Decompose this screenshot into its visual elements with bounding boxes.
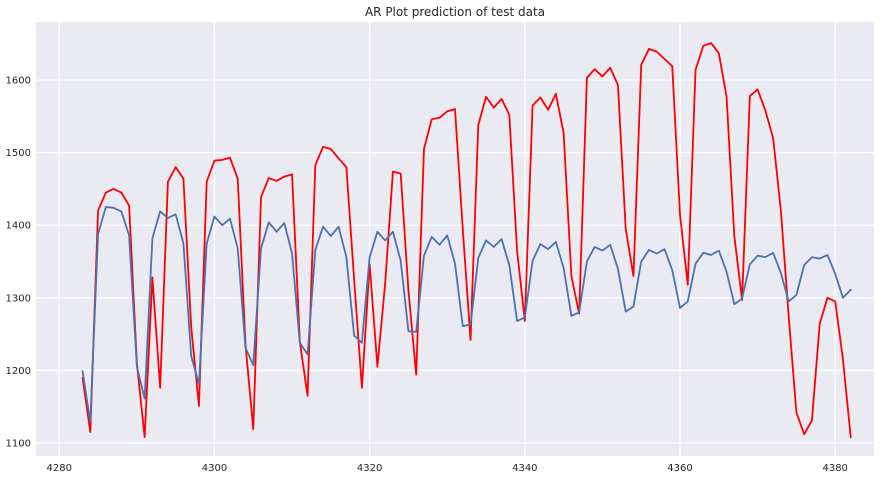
series-line-1 bbox=[81, 42, 852, 439]
y-tick-label: 1500 bbox=[6, 148, 31, 159]
x-tick-label: 4280 bbox=[47, 463, 72, 474]
y-axis-ticks: 1100 1200 1300 1400 1500 1600 bbox=[6, 76, 31, 450]
x-tick-label: 4320 bbox=[357, 463, 382, 474]
x-axis-ticks: 4280 4300 4320 4340 4360 4380 bbox=[47, 463, 848, 474]
y-tick-label: 1200 bbox=[6, 366, 31, 377]
series-line-2 bbox=[81, 206, 852, 423]
y-tick-label: 1400 bbox=[6, 221, 31, 232]
y-tick-label: 1300 bbox=[6, 293, 31, 304]
plot-background bbox=[36, 22, 874, 456]
series-lines bbox=[81, 42, 852, 439]
x-tick-label: 4300 bbox=[202, 463, 227, 474]
y-tick-label: 1100 bbox=[6, 438, 31, 449]
y-tick-label: 1600 bbox=[6, 76, 31, 87]
chart-title: AR Plot prediction of test data bbox=[365, 5, 545, 19]
x-tick-label: 4380 bbox=[822, 463, 847, 474]
x-tick-label: 4360 bbox=[667, 463, 692, 474]
x-tick-label: 4340 bbox=[512, 463, 537, 474]
